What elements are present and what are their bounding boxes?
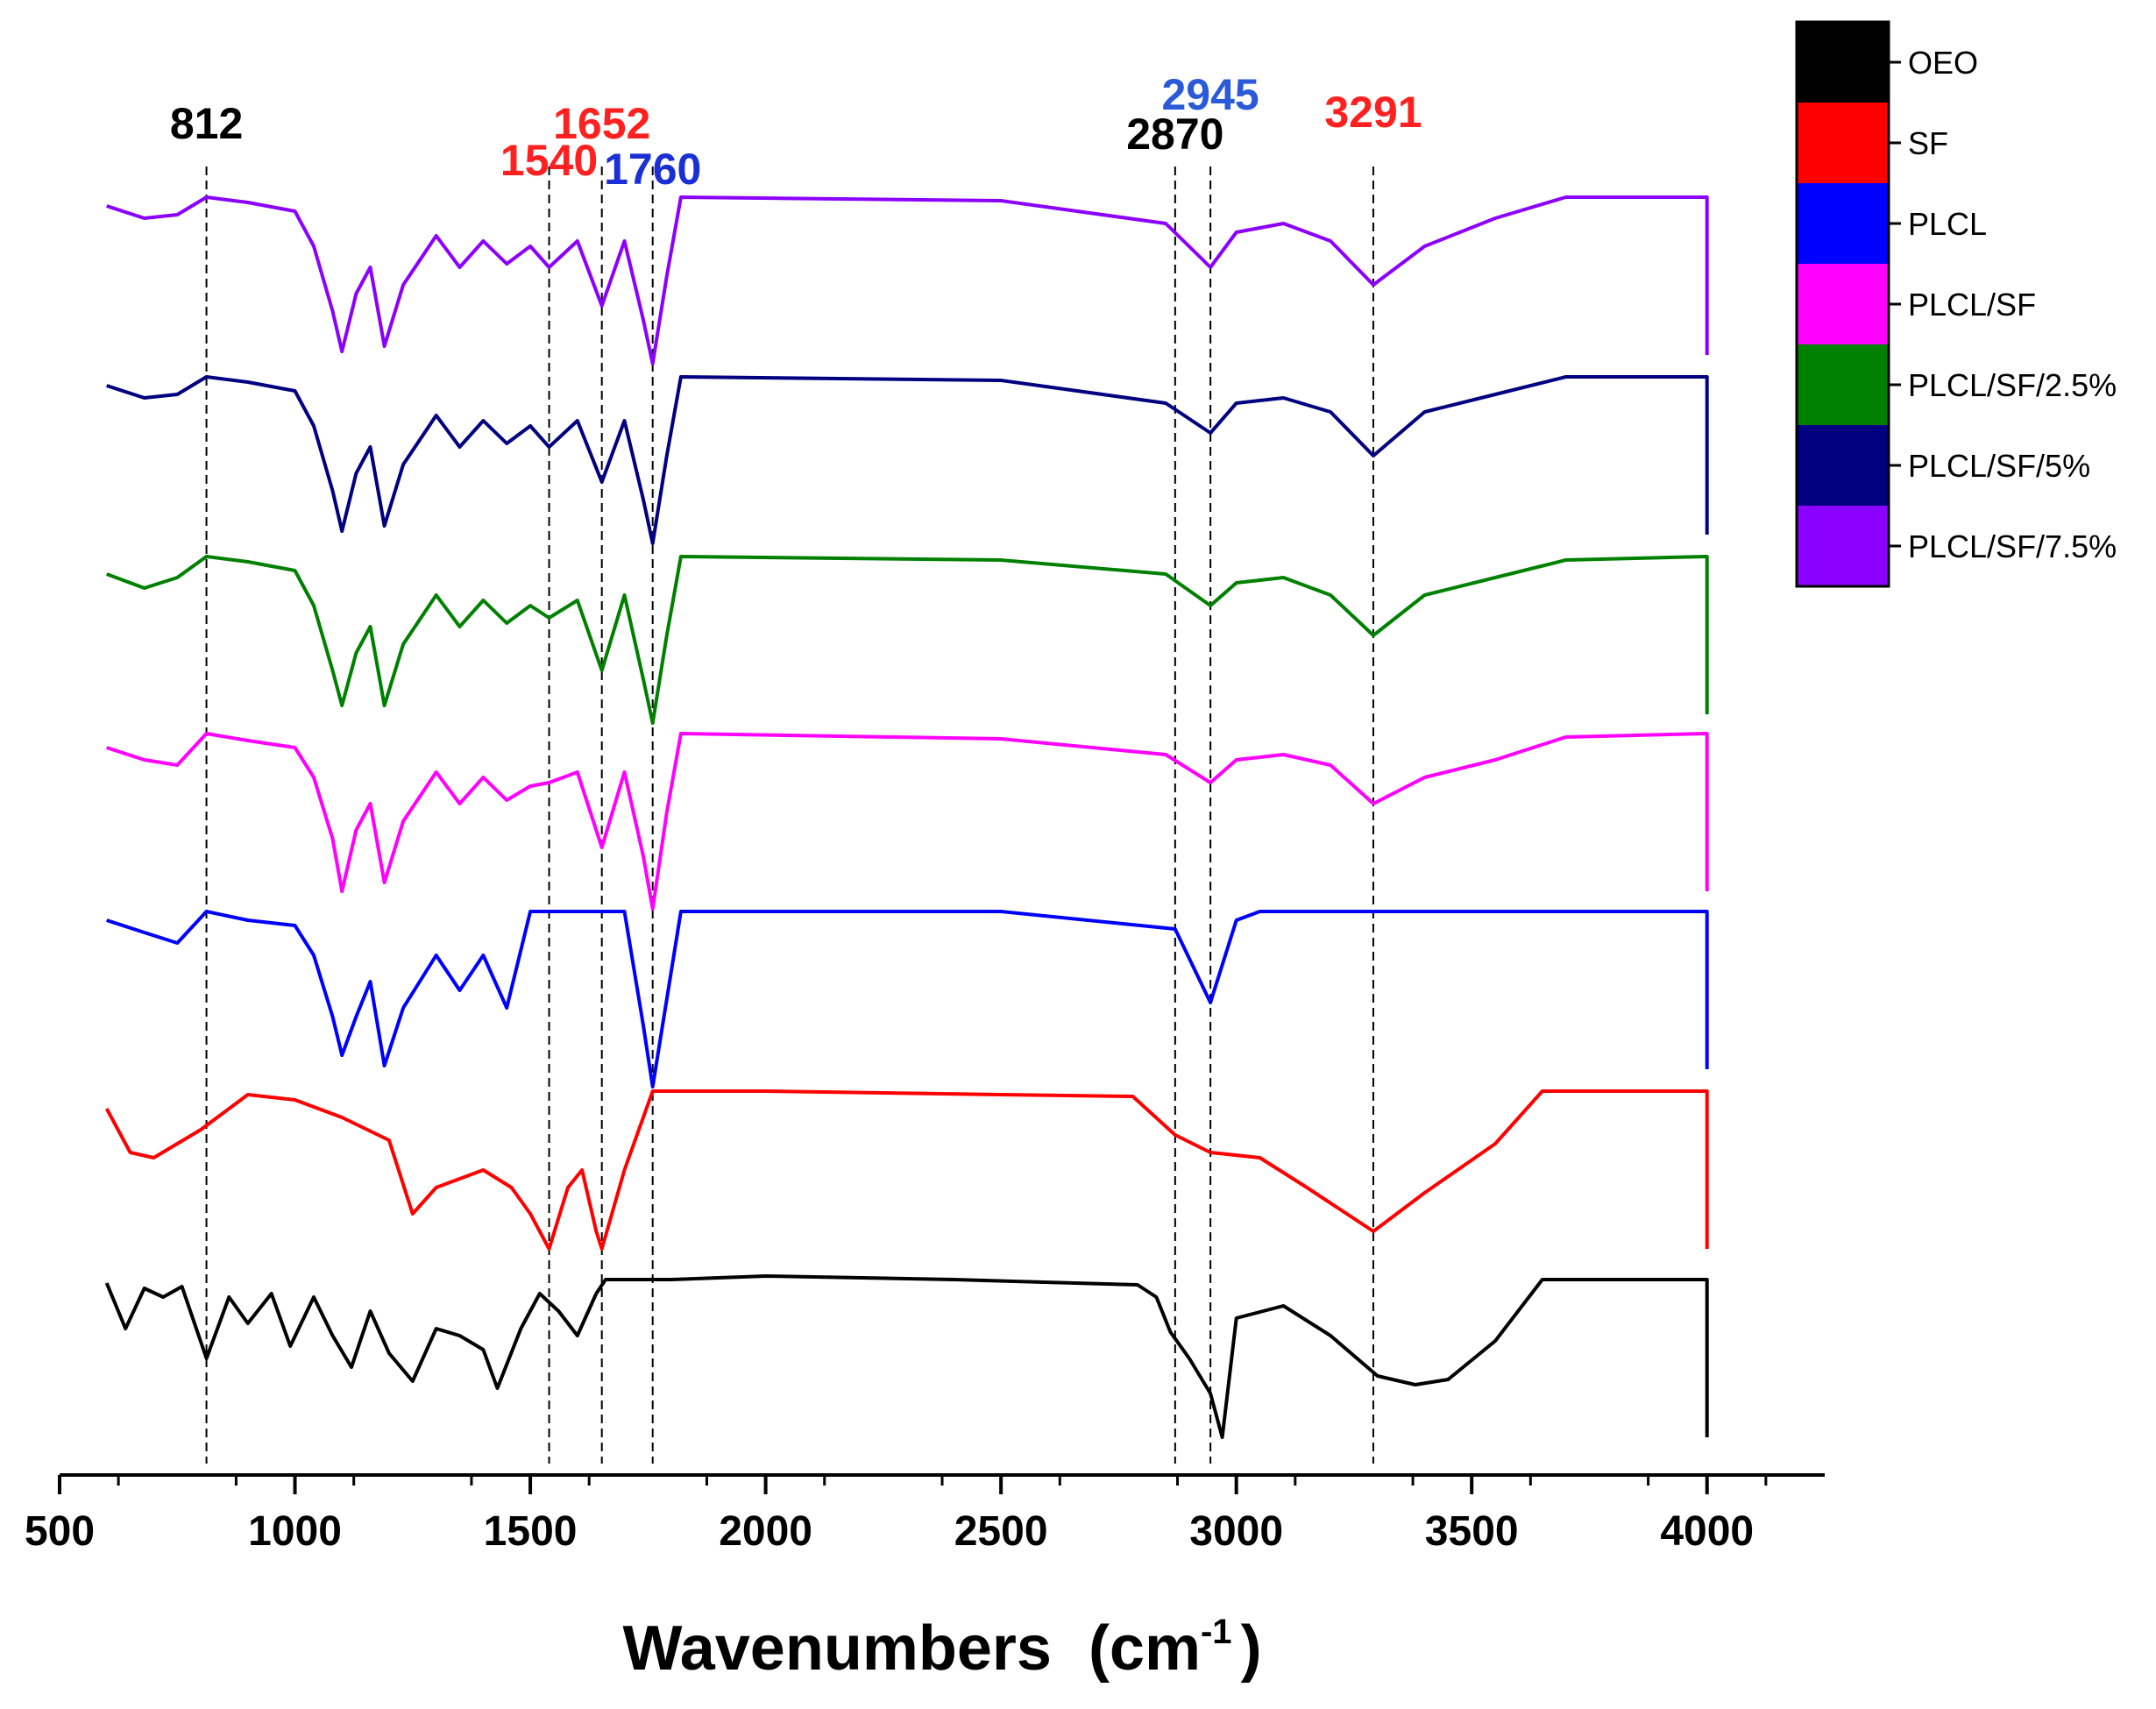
legend-label: PLCL/SF/5% [1908,448,2090,484]
legend-swatch [1797,183,1889,264]
peak-marker-label: 2870 [1126,110,1223,159]
x-axis-title: Wavenumbers (cm-1) [622,1613,1261,1684]
legend: OEO SF PLCL PLCL/SF PLCL/SF/2.5% PLCL/SF/5% PL… [1795,20,2117,588]
series-line [104,1274,1709,1439]
x-axis-unit-open: ( [1089,1613,1110,1684]
x-tick-label: 2000 [719,1508,812,1555]
x-tick-label: 2500 [954,1508,1048,1555]
x-tick-label: 500 [25,1508,95,1555]
x-tick-label: 3500 [1425,1508,1519,1555]
legend-label: PLCL/SF [1908,287,2036,323]
peak-marker-label: 812 [170,99,243,148]
series-line [106,732,1709,911]
series-line [106,375,1709,545]
legend-label: PLCL/SF/2.5% [1908,367,2117,403]
legend-label: OEO [1908,45,1978,81]
x-tick-label: 3000 [1189,1508,1283,1555]
legend-label: SF [1908,125,1948,161]
x-axis-title-text: Wavenumbers [622,1613,1051,1684]
x-axis-unit-exponent: -1 [1201,1613,1232,1651]
legend-label: PLCL [1908,206,1987,242]
series-line [106,555,1709,725]
peak-marker-lines [205,167,1374,1464]
peak-marker-label: 2945 [1162,70,1259,119]
legend-swatch [1797,103,1889,183]
legend-frame [1795,20,1890,588]
legend-swatch [1797,344,1889,425]
legend-swatch [1797,425,1889,506]
peak-marker-label: 1652 [553,99,650,148]
series-line [106,195,1709,365]
legend-label: PLCL/SF/7.5% [1908,528,2117,564]
series-line [104,1089,1709,1251]
legend-swatch [1797,22,1889,103]
legend-swatch [1797,506,1889,586]
peak-marker-label: 3291 [1324,88,1422,137]
spectra-series [104,195,1709,1439]
x-axis-unit-close: ) [1241,1613,1262,1684]
x-axis-unit-base: cm [1110,1613,1201,1684]
series-line [106,910,1709,1089]
x-tick-label: 1500 [484,1508,578,1555]
x-tick-label: 1000 [248,1508,342,1555]
x-tick-label: 4000 [1660,1508,1754,1555]
peak-marker-label: 1540 [500,136,598,185]
peak-marker-label: 1760 [604,145,701,194]
legend-swatch [1797,264,1889,344]
x-axis-ticks: 500 1000 1500 2000 2500 3000 3500 4000 [25,1475,1768,1555]
